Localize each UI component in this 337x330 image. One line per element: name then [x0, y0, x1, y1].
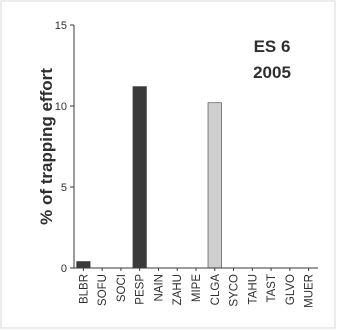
x-tick-label-zahu: ZAHU — [172, 274, 184, 305]
x-tick-label-soci: SOCI — [116, 274, 128, 302]
annotation-site: ES 6 — [254, 37, 291, 56]
bar-clga — [207, 102, 222, 269]
annotation-group: ES 6 2005 — [253, 37, 291, 82]
y-ticks-group: 0 5 10 15 — [55, 20, 74, 275]
x-tick-label-blbr: BLBR — [78, 274, 90, 304]
y-tick-label: 10 — [55, 101, 67, 113]
x-tick-label-muer: MUER — [304, 274, 316, 308]
y-axis-label: % of trapping effort — [37, 68, 56, 225]
x-tick-label-glvo: GLVO — [285, 274, 297, 305]
bar-blbr — [76, 261, 91, 269]
bars-group — [76, 86, 222, 269]
x-tick-label-syco: SYCO — [229, 274, 241, 307]
y-tick-label: 15 — [55, 20, 67, 32]
axes-group — [73, 25, 318, 269]
x-tick-label-tast: TAST — [266, 274, 278, 303]
annotation-year: 2005 — [253, 63, 291, 82]
x-tick-label-clga: CLGA — [210, 274, 222, 306]
x-ticks-group: BLBR SOFU SOCI PESP NAIN ZAHU MIPE CLGA SYCO TAHU… — [78, 268, 316, 308]
y-tick-label: 5 — [61, 182, 67, 194]
bar-pesp — [132, 86, 147, 269]
x-tick-label-tahu: TAHU — [247, 274, 259, 304]
y-tick-label: 0 — [61, 263, 67, 275]
x-tick-label-nain: NAIN — [153, 274, 165, 301]
x-tick-label-mipe: MIPE — [191, 274, 203, 302]
x-tick-label-sofu: SOFU — [97, 274, 109, 306]
y-axis-label-group: % of trapping effort — [37, 68, 56, 225]
x-tick-label-pesp: PESP — [135, 274, 147, 305]
